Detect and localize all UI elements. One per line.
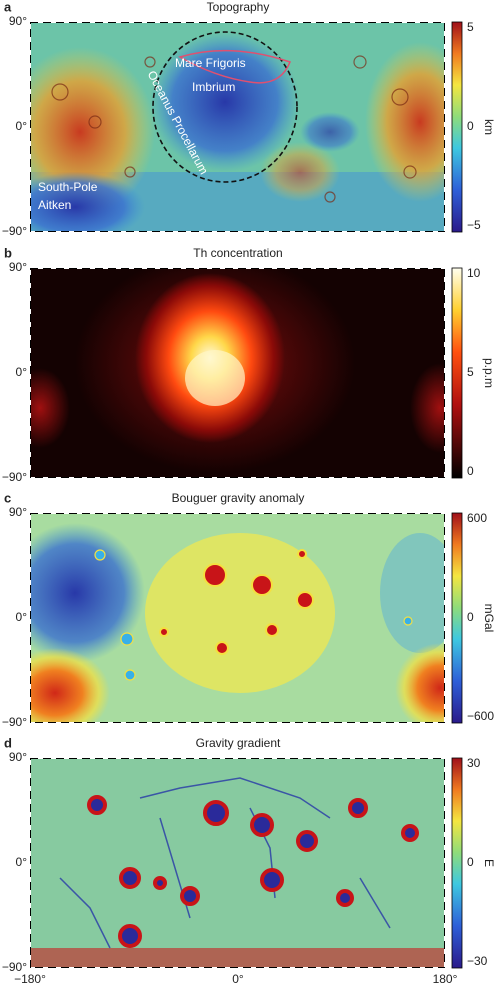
- colorbar-tick: −30: [467, 954, 488, 968]
- y-label: 0°: [16, 119, 28, 133]
- panel-letter: c: [4, 490, 11, 505]
- panel-title: Topography: [207, 0, 270, 14]
- y-label: −90°: [2, 224, 27, 238]
- y-label: 0°: [16, 365, 28, 379]
- panel-b: b Th concentration 90° 0° −90° 10 5 0 p.…: [2, 245, 496, 484]
- colorbar-tick: 0: [467, 610, 474, 624]
- y-label: 90°: [9, 750, 27, 764]
- x-label: 0°: [232, 972, 244, 986]
- colorbar: [451, 21, 463, 233]
- panel-letter: a: [4, 0, 12, 14]
- map: [30, 758, 445, 968]
- colorbar: [451, 512, 463, 724]
- annotation: Mare Frigoris: [175, 56, 246, 70]
- y-label: −90°: [2, 960, 27, 974]
- panel-title: Gravity gradient: [196, 736, 281, 750]
- panel-letter: b: [4, 245, 12, 260]
- colorbar: [451, 757, 463, 969]
- panel-title: Bouguer gravity anomaly: [172, 491, 305, 505]
- colorbar-tick: 0: [467, 464, 474, 478]
- annotation: Aitken: [38, 198, 71, 212]
- colorbar-unit: mGal: [482, 604, 496, 633]
- annotation: Imbrium: [192, 80, 235, 94]
- y-label: −90°: [2, 715, 27, 729]
- x-label: −180°: [14, 972, 46, 986]
- annotation: South-Pole: [38, 180, 98, 194]
- colorbar-tick: 600: [467, 511, 487, 525]
- colorbar-tick: 30: [467, 756, 481, 770]
- panel-d: d Gravity gradient 90° 0° −90° 30 0 −30 …: [2, 735, 496, 974]
- panel-title: Th concentration: [193, 246, 282, 260]
- colorbar-unit: E: [482, 859, 496, 867]
- x-label: 180°: [433, 972, 458, 986]
- colorbar-unit: p.p.m: [482, 358, 496, 388]
- y-label: 0°: [16, 855, 28, 869]
- colorbar-tick: 10: [467, 266, 481, 280]
- y-label: −90°: [2, 470, 27, 484]
- colorbar-tick: 0: [467, 119, 474, 133]
- panel-c: c Bouguer gravity anomaly 90° 0° −90° 60…: [2, 490, 496, 729]
- colorbar-tick: −600: [467, 709, 494, 723]
- panel-a: a Topography Mare Frigoris Imbrium Ocean…: [2, 0, 496, 238]
- colorbar-tick: −5: [467, 218, 481, 232]
- panel-letter: d: [4, 735, 12, 750]
- y-label: 0°: [16, 610, 28, 624]
- colorbar-unit: km: [482, 119, 496, 135]
- colorbar-tick: 5: [467, 365, 474, 379]
- colorbar-tick: 5: [467, 20, 474, 34]
- y-label: 90°: [9, 505, 27, 519]
- map: [30, 513, 445, 723]
- y-label: 90°: [9, 260, 27, 274]
- y-label: 90°: [9, 14, 27, 28]
- colorbar-tick: 0: [467, 855, 474, 869]
- colorbar: [451, 267, 463, 479]
- map: [30, 268, 445, 478]
- map: [30, 22, 445, 232]
